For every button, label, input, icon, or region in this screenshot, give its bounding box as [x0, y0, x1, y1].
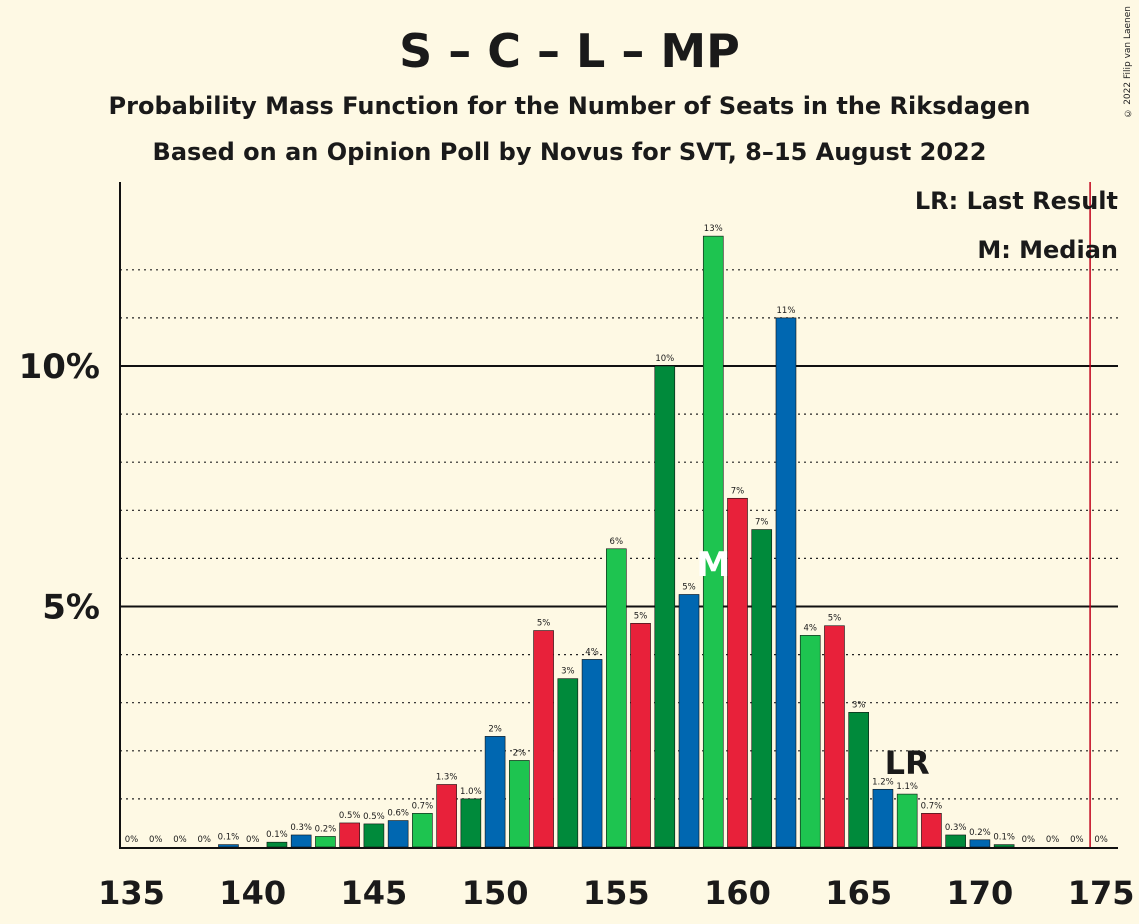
bar-value-label: 6% — [610, 537, 624, 547]
bar-value-label: 1.2% — [872, 777, 894, 787]
bar-146 — [387, 820, 409, 848]
x-tick-label: 145 — [341, 874, 408, 912]
y-tick-label: 10% — [19, 347, 100, 387]
bar-value-label: 5% — [537, 619, 551, 629]
bar-value-label: 11% — [777, 306, 796, 316]
legend-median: M: Median — [977, 236, 1118, 264]
bar-171 — [993, 844, 1015, 848]
bar-143 — [315, 836, 336, 848]
bar-149 — [460, 798, 482, 848]
bar-148 — [436, 784, 457, 848]
bar-value-label: 0.1% — [993, 833, 1015, 843]
bar-value-label: 10% — [655, 354, 674, 364]
bar-value-label: 1.3% — [436, 772, 458, 782]
bar-value-label: 0.2% — [969, 828, 991, 838]
bar-165 — [848, 712, 870, 848]
bar-157 — [654, 365, 676, 848]
x-tick-label: 155 — [583, 874, 650, 912]
bar-value-label: 0.7% — [412, 801, 434, 811]
bar-156 — [630, 623, 651, 848]
bar-value-label: 0% — [1094, 835, 1108, 845]
bar-value-label: 1.0% — [460, 787, 482, 797]
x-tick-label: 160 — [704, 874, 771, 912]
bar-value-label: 3% — [561, 667, 575, 677]
bar-153 — [557, 678, 579, 848]
chart-title: S – C – L – MP — [399, 24, 740, 78]
bar-value-label: 5% — [828, 614, 842, 624]
bar-value-label: 0.5% — [339, 811, 361, 821]
bar-value-label: 0.3% — [290, 823, 312, 833]
bar-value-label: 4% — [803, 623, 817, 633]
bar-158 — [678, 594, 700, 848]
bar-value-label: 5% — [682, 582, 696, 592]
x-tick-label: 175 — [1068, 874, 1135, 912]
bar-145 — [363, 823, 385, 848]
bar-value-label: 0% — [197, 835, 211, 845]
bar-162 — [775, 317, 797, 848]
bar-value-label: 4% — [585, 647, 599, 657]
bar-164 — [824, 625, 845, 848]
bar-value-label: 2% — [488, 724, 502, 734]
bar-152 — [533, 630, 554, 848]
bar-value-label: 13% — [704, 224, 723, 234]
bar-170 — [969, 839, 991, 848]
bar-value-label: 0% — [1022, 835, 1036, 845]
bar-value-label: 0.6% — [387, 809, 409, 819]
bar-value-label: 0.3% — [945, 823, 967, 833]
bar-142 — [290, 834, 312, 848]
bar-value-label: 2% — [513, 748, 527, 758]
bar-value-label: 0.2% — [315, 824, 337, 834]
chart-subtitle-2: Based on an Opinion Poll by Novus for SV… — [152, 138, 987, 166]
x-tick-label: 135 — [98, 874, 165, 912]
bar-141 — [266, 841, 288, 848]
bar-150 — [484, 736, 506, 848]
legend-last-result: LR: Last Result — [915, 187, 1118, 215]
bar-value-label: 7% — [731, 486, 745, 496]
bar-value-label: 0.7% — [921, 801, 943, 811]
bar-169 — [945, 834, 966, 848]
bar-166 — [872, 788, 894, 848]
bar-159 — [702, 235, 724, 848]
median-marker: M — [696, 545, 730, 585]
bar-155 — [605, 548, 627, 848]
bar-value-label: 1.1% — [896, 782, 918, 792]
bar-value-label: 7% — [755, 518, 769, 528]
bar-value-label: 0% — [149, 835, 163, 845]
x-tick-label: 140 — [219, 874, 286, 912]
bar-163 — [799, 635, 821, 848]
bar-144 — [339, 822, 360, 848]
bar-value-label: 0% — [173, 835, 187, 845]
chart-subtitle: Probability Mass Function for the Number… — [108, 92, 1031, 120]
bar-value-label: 0.1% — [218, 833, 240, 843]
bar-160 — [727, 497, 748, 848]
bar-139 — [218, 844, 239, 848]
bar-value-label: 0% — [246, 835, 260, 845]
x-tick-label: 150 — [462, 874, 529, 912]
bar-147 — [412, 813, 433, 848]
bar-167 — [896, 793, 918, 848]
bar-value-label: 0% — [1070, 835, 1084, 845]
x-tick-label: 165 — [825, 874, 892, 912]
y-tick-label: 5% — [42, 588, 100, 628]
bar-168 — [921, 813, 942, 848]
last-result-marker: LR — [885, 744, 930, 782]
bar-154 — [581, 659, 603, 848]
bar-value-label: 0.5% — [363, 812, 385, 822]
bar-value-label: 0% — [125, 835, 139, 845]
bar-value-label: 3% — [852, 700, 866, 710]
bar-value-label: 0.1% — [266, 830, 288, 840]
x-tick-label: 170 — [947, 874, 1014, 912]
bar-value-label: 0% — [1046, 835, 1060, 845]
bar-151 — [509, 760, 530, 848]
bar-value-label: 5% — [634, 611, 648, 621]
bar-161 — [751, 529, 773, 848]
